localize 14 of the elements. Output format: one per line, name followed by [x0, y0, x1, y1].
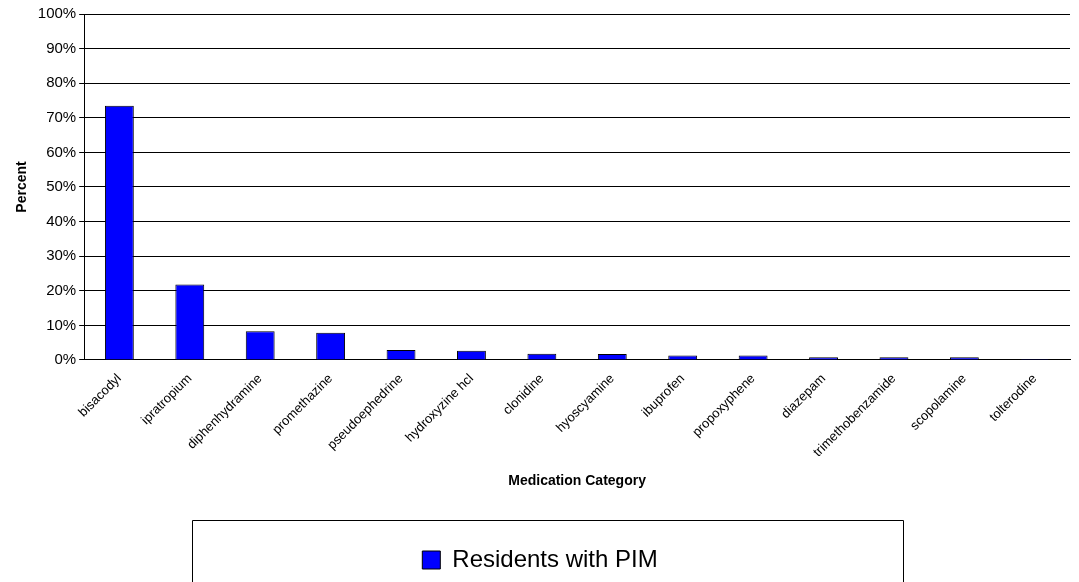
- y-tick-label: 70%: [46, 107, 77, 125]
- x-axis-title: Medication Category: [508, 472, 647, 489]
- y-tick-label: 80%: [46, 73, 77, 91]
- y-tick-label: 20%: [46, 280, 77, 298]
- y-tick-label: 100%: [37, 4, 77, 22]
- y-tick-label: 0%: [54, 350, 77, 368]
- y-tick-label: 60%: [46, 142, 77, 160]
- y-tick-label: 50%: [46, 177, 77, 195]
- y-tick-label: 40%: [46, 211, 77, 229]
- legend-label: Residents with PIM: [452, 544, 658, 572]
- y-tick-label: 90%: [46, 38, 77, 56]
- y-axis-title: Percent: [13, 160, 30, 213]
- y-tick-label: 30%: [46, 246, 77, 264]
- y-tick-label: 10%: [46, 315, 77, 333]
